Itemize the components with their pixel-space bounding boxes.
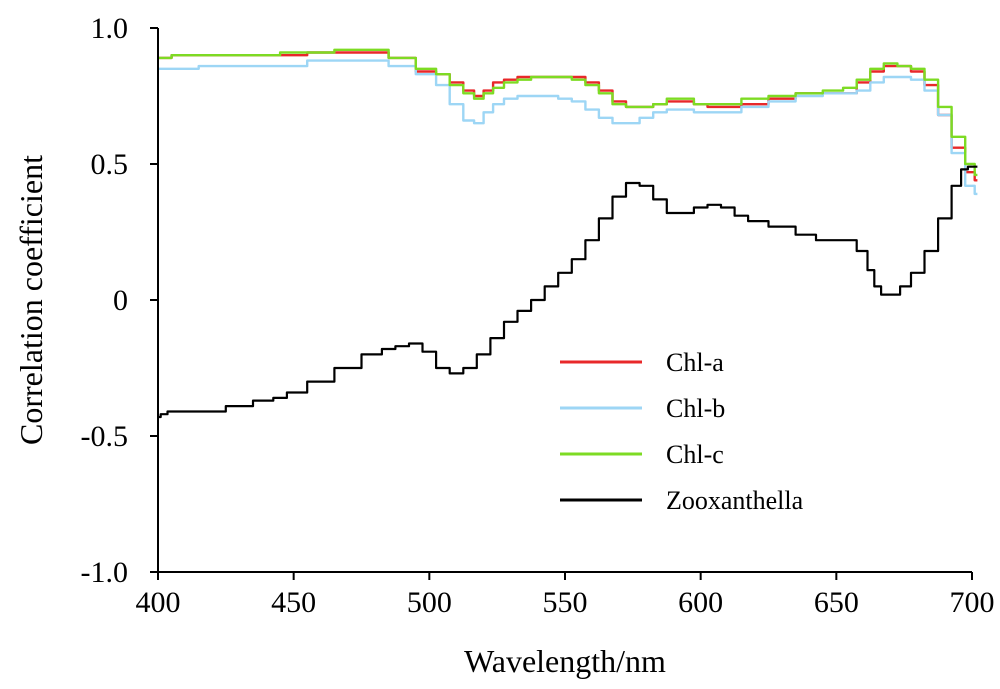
x-tick-label: 450 — [271, 586, 316, 619]
y-axis-title: Correlation coefficient — [13, 155, 49, 445]
series-line-chl-a — [158, 51, 978, 182]
x-tick-label: 400 — [136, 586, 181, 619]
series-line-chl-c — [158, 48, 978, 177]
y-tick-label: 0.5 — [91, 148, 129, 181]
legend-label: Chl-a — [666, 348, 724, 377]
y-tick-label: 1.0 — [91, 12, 129, 45]
legend: Chl-a Chl-b Chl-c Zooxanthella — [560, 348, 804, 515]
x-tick-label: 600 — [678, 586, 723, 619]
series-line-zooxanthella — [158, 165, 978, 419]
legend-label: Zooxanthella — [666, 486, 804, 515]
y-tick-label: 0 — [113, 284, 128, 317]
series-layer — [158, 48, 978, 419]
y-tick-label: -0.5 — [81, 420, 129, 453]
x-tick-label: 650 — [814, 586, 859, 619]
series-line-chl-b — [158, 59, 978, 196]
x-tick-label: 550 — [543, 586, 588, 619]
ticks-layer: 400 450 500 550 600 650 700 1.0 0.5 0 -0.5 -1.0 — [81, 12, 995, 619]
y-tick-label: -1.0 — [81, 556, 129, 589]
axes-layer — [157, 28, 972, 573]
x-axis-title: Wavelength/nm — [464, 643, 666, 679]
legend-label: Chl-c — [666, 440, 724, 469]
x-tick-label: 500 — [407, 586, 452, 619]
legend-label: Chl-b — [666, 394, 725, 423]
x-tick-label: 700 — [950, 586, 995, 619]
